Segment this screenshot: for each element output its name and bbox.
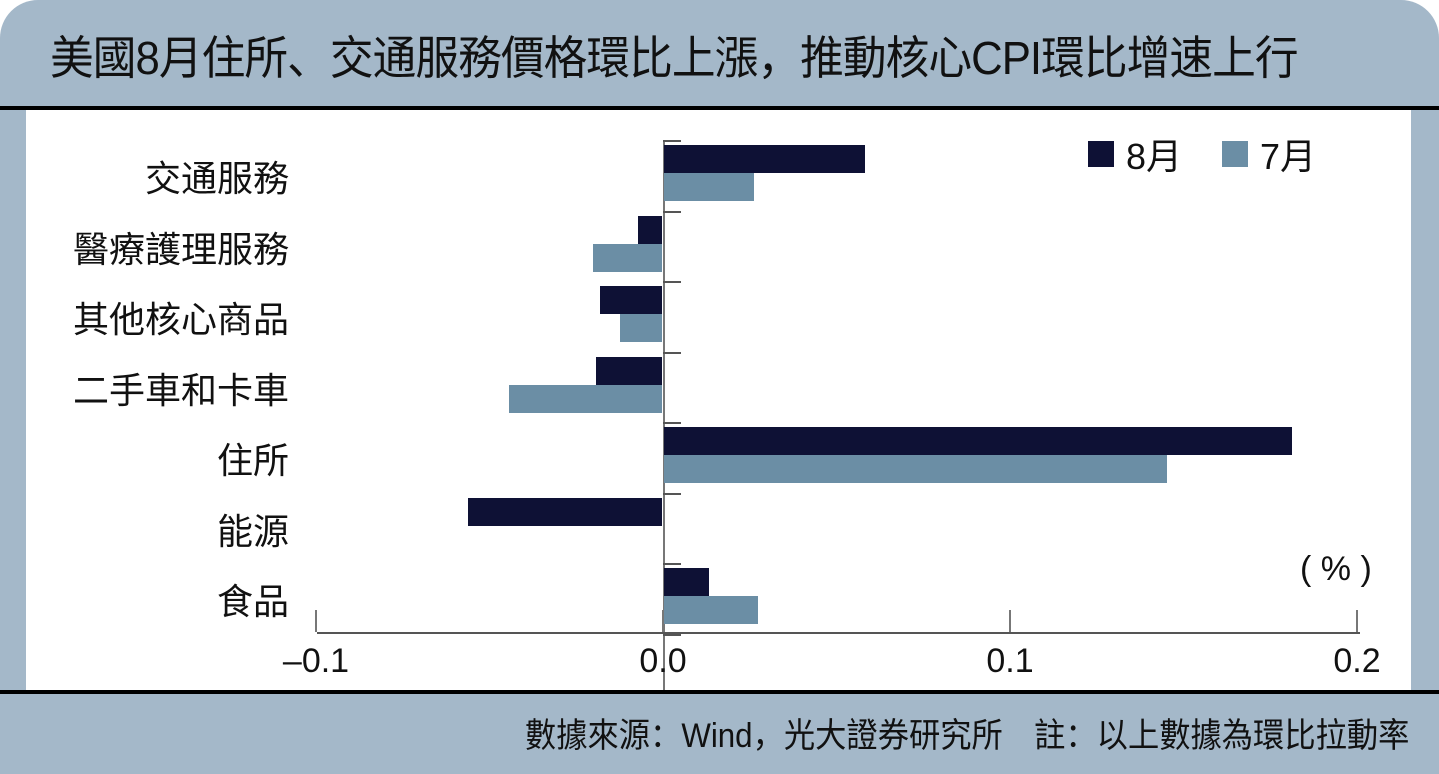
x-tick-label: 0.2 [1333,642,1381,680]
category-label: 醫療護理服務 [72,228,289,270]
plot-area [26,110,1411,690]
bar-jul [592,243,662,272]
x-tick-label: 0.0 [639,642,687,680]
legend-item-aug: 8月 [1088,128,1182,180]
bar-aug [664,568,710,596]
legend-swatch-aug [1088,141,1114,167]
bar-jul [664,596,758,624]
x-tick-label: –0.1 [282,642,350,680]
legend-label-aug: 8月 [1126,136,1183,177]
bar-jul [664,455,1168,483]
x-axis-tick [1356,610,1358,632]
bar-aug [637,215,662,244]
y-axis-line [663,140,665,690]
category-label: 其他核心商品 [72,299,289,340]
y-axis-tick [663,422,681,424]
y-axis-tick [663,351,681,354]
bar-aug [596,356,662,385]
source-note: 數據來源：Wind，光大證券研究所 註：以上數據為環比拉動率 [524,717,1409,755]
y-axis-tick [663,210,681,213]
bar-jul [620,314,662,342]
bar-jul [664,173,755,201]
x-axis-line [317,632,1360,634]
y-axis-tick [663,563,681,565]
bar-aug [664,427,1293,455]
x-axis-tick [662,610,664,632]
y-axis-tick [663,492,681,495]
category-label: 住所 [216,440,289,481]
legend-label-jul: 7月 [1260,136,1317,177]
y-axis-tick [663,633,681,636]
legend-swatch-jul [1222,141,1248,167]
category-label: 交通服務 [144,158,289,199]
category-label: 食品 [216,581,289,622]
x-axis-tick [1009,610,1011,632]
bar-jul [509,384,662,413]
legend-item-jul: 7月 [1222,128,1316,180]
y-axis-tick [663,281,681,283]
bar-aug [467,497,662,526]
bar-aug [599,286,662,314]
unit-label: ( % ) [1300,550,1372,588]
bar-aug [664,145,866,173]
chart-title: 美國8月住所、交通服務價格環比上漲，推動核心CPI環比增速上行 [50,32,1299,84]
bottom-divider [0,690,1439,694]
category-label: 二手車和卡車 [72,369,289,411]
x-axis-tick [315,610,317,632]
category-label: 能源 [216,510,289,552]
top-divider [0,106,1439,110]
x-tick-label: 0.1 [986,642,1034,680]
y-axis-tick [663,140,681,142]
